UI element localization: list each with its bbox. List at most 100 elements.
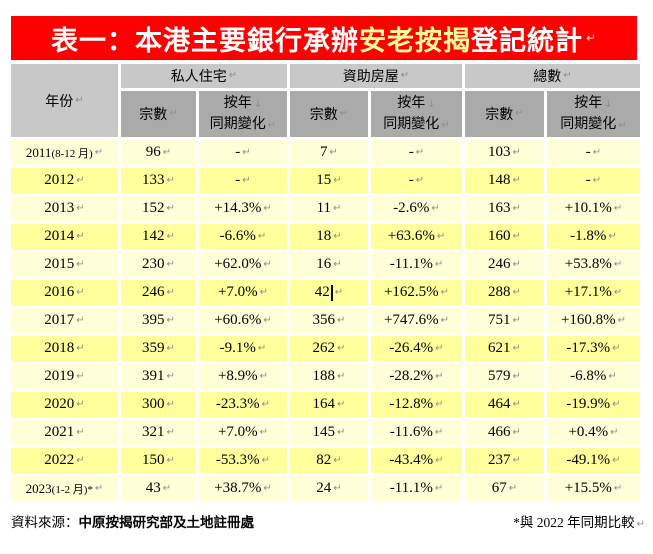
cell-value: - xyxy=(408,144,414,160)
data-cell: +17.1% ↵ xyxy=(547,280,640,305)
data-cell: -6.6% ↵ xyxy=(199,224,287,249)
cell-value: 262 xyxy=(312,340,336,356)
cell-end-mark-icon: ↵ xyxy=(242,146,251,158)
year-label: 2013 xyxy=(44,200,75,216)
cell-value: -6.8% xyxy=(570,368,607,384)
data-cell: +7.0% ↵ xyxy=(199,280,287,305)
cell-end-mark-icon: ↵ xyxy=(440,314,450,326)
cell-end-mark-icon: ↵ xyxy=(512,342,521,354)
year-label: 2021 xyxy=(44,424,75,440)
data-cell: 150 ↵ xyxy=(121,448,196,473)
header-group-label: 私人住宅 xyxy=(170,70,227,85)
data-cell: - ↵ xyxy=(547,140,640,165)
cell-value: 246 xyxy=(488,256,511,272)
cell-end-mark-icon: ↵ xyxy=(612,398,621,410)
cell-value: - xyxy=(585,172,591,188)
cell-end-mark-icon: ↵ xyxy=(337,426,346,438)
cell-value: 356 xyxy=(312,312,336,328)
cell-value: 67 xyxy=(491,480,507,496)
data-cell: -11.1% ↵ xyxy=(371,476,462,501)
data-cell: - ↵ xyxy=(371,168,462,193)
header-yoy-line2: 同期變化 xyxy=(209,117,266,132)
paragraph-mark-icon: ↵ xyxy=(585,31,598,45)
cell-value: +7.0% xyxy=(217,284,258,300)
cell-end-mark-icon: ↵ xyxy=(608,230,617,242)
cell-end-mark-icon: ↵ xyxy=(76,426,85,438)
data-cell: 621 ↵ xyxy=(465,336,544,361)
header-group-label: 資助房屋 xyxy=(342,70,399,85)
cell-end-mark-icon: ↵ xyxy=(592,146,602,158)
cell-end-mark-icon: ↵ xyxy=(333,174,342,186)
cell-value: 148 xyxy=(488,172,511,188)
cell-value: 466 xyxy=(488,424,511,440)
cell-end-mark-icon: ↵ xyxy=(436,230,446,242)
cell-end-mark-icon: ↵ xyxy=(333,258,342,270)
cell-value: -1.8% xyxy=(570,228,607,244)
year-cell: 2012 ↵ xyxy=(11,168,118,193)
data-cell: 148 ↵ xyxy=(465,168,544,193)
cell-value: 133 xyxy=(142,172,165,188)
data-cell: -11.6% ↵ xyxy=(371,420,462,445)
cell-end-mark-icon: ↵ xyxy=(228,70,238,81)
cell-end-mark-icon: ↵ xyxy=(512,202,521,214)
data-cell: 103 ↵ xyxy=(465,140,544,165)
year-cell: 2023 (1-2 月)* ↵ xyxy=(11,476,118,501)
cell-value: 751 xyxy=(488,312,511,328)
cell-end-mark-icon: ↵ xyxy=(257,342,267,354)
data-cell: 24 ↵ xyxy=(290,476,368,501)
year-cell: 2021 ↵ xyxy=(11,420,118,445)
year-cell: 2013 ↵ xyxy=(11,196,118,221)
cell-value: -11.1% xyxy=(389,480,433,496)
data-cell: -28.2% ↵ xyxy=(371,364,462,389)
year-cell: 2011 (8-12 月) ↵ xyxy=(11,140,118,165)
cell-value: -23.3% xyxy=(215,396,260,412)
cell-end-mark-icon: ↵ xyxy=(434,258,444,270)
data-cell: 67 ↵ xyxy=(465,476,544,501)
data-cell: 82 ↵ xyxy=(290,448,368,473)
cell-value: -2.6% xyxy=(393,200,430,216)
source-name: 中原按揭研究部及土地註冊處 xyxy=(78,515,255,530)
cell-value: +8.9% xyxy=(217,368,258,384)
cell-end-mark-icon: ↵ xyxy=(166,174,175,186)
cell-value: 7 xyxy=(320,144,328,160)
data-cell: 96 ↵ xyxy=(121,140,196,165)
cell-end-mark-icon: ↵ xyxy=(508,482,518,494)
cell-end-mark-icon: ↵ xyxy=(435,370,444,382)
cell-value: 96 xyxy=(145,144,161,160)
cell-value: +14.3% xyxy=(214,200,262,216)
cell-value: 230 xyxy=(142,256,165,272)
cell-value: 164 xyxy=(312,396,336,412)
cell-end-mark-icon: ↵ xyxy=(337,370,346,382)
cell-end-mark-icon: ↵ xyxy=(166,258,175,270)
cell-end-mark-icon: ↵ xyxy=(166,398,175,410)
cell-value: 464 xyxy=(488,396,511,412)
cell-value: +17.1% xyxy=(564,284,612,300)
data-cell: 395 ↵ xyxy=(121,308,196,333)
cell-end-mark-icon: ↵ xyxy=(441,120,450,131)
cell-value: 621 xyxy=(488,340,511,356)
year-cell: 2020 ↵ xyxy=(11,392,118,417)
data-cell: 230 ↵ xyxy=(121,252,196,277)
header-cases-label: 宗數 xyxy=(309,108,338,123)
cell-end-mark-icon: ↵ xyxy=(261,454,271,466)
header-cases-subsidized: 宗數 ↵ xyxy=(290,91,368,137)
data-cell: -6.8% ↵ xyxy=(547,364,640,389)
data-cell: -23.3% ↵ xyxy=(199,392,287,417)
data-cell: 160 ↵ xyxy=(465,224,544,249)
data-cell: +63.6% ↵ xyxy=(371,224,462,249)
cell-end-mark-icon: ↵ xyxy=(612,342,621,354)
cell-value: 579 xyxy=(488,368,511,384)
cell-end-mark-icon: ↵ xyxy=(613,202,623,214)
year-cell: 2017 ↵ xyxy=(11,308,118,333)
data-cell: -11.1% ↵ xyxy=(371,252,462,277)
cell-value: 142 xyxy=(142,228,165,244)
cell-value: 160 xyxy=(488,228,511,244)
cell-end-mark-icon: ↵ xyxy=(333,230,342,242)
cell-value: 288 xyxy=(488,284,511,300)
data-cell: -19.9% ↵ xyxy=(547,392,640,417)
cell-end-mark-icon: ↵ xyxy=(334,286,344,298)
cell-value: +53.8% xyxy=(564,256,612,272)
year-cell: 2022 ↵ xyxy=(11,448,118,473)
cell-end-mark-icon: ↵ xyxy=(257,230,267,242)
cell-end-mark-icon: ↵ xyxy=(94,482,104,494)
